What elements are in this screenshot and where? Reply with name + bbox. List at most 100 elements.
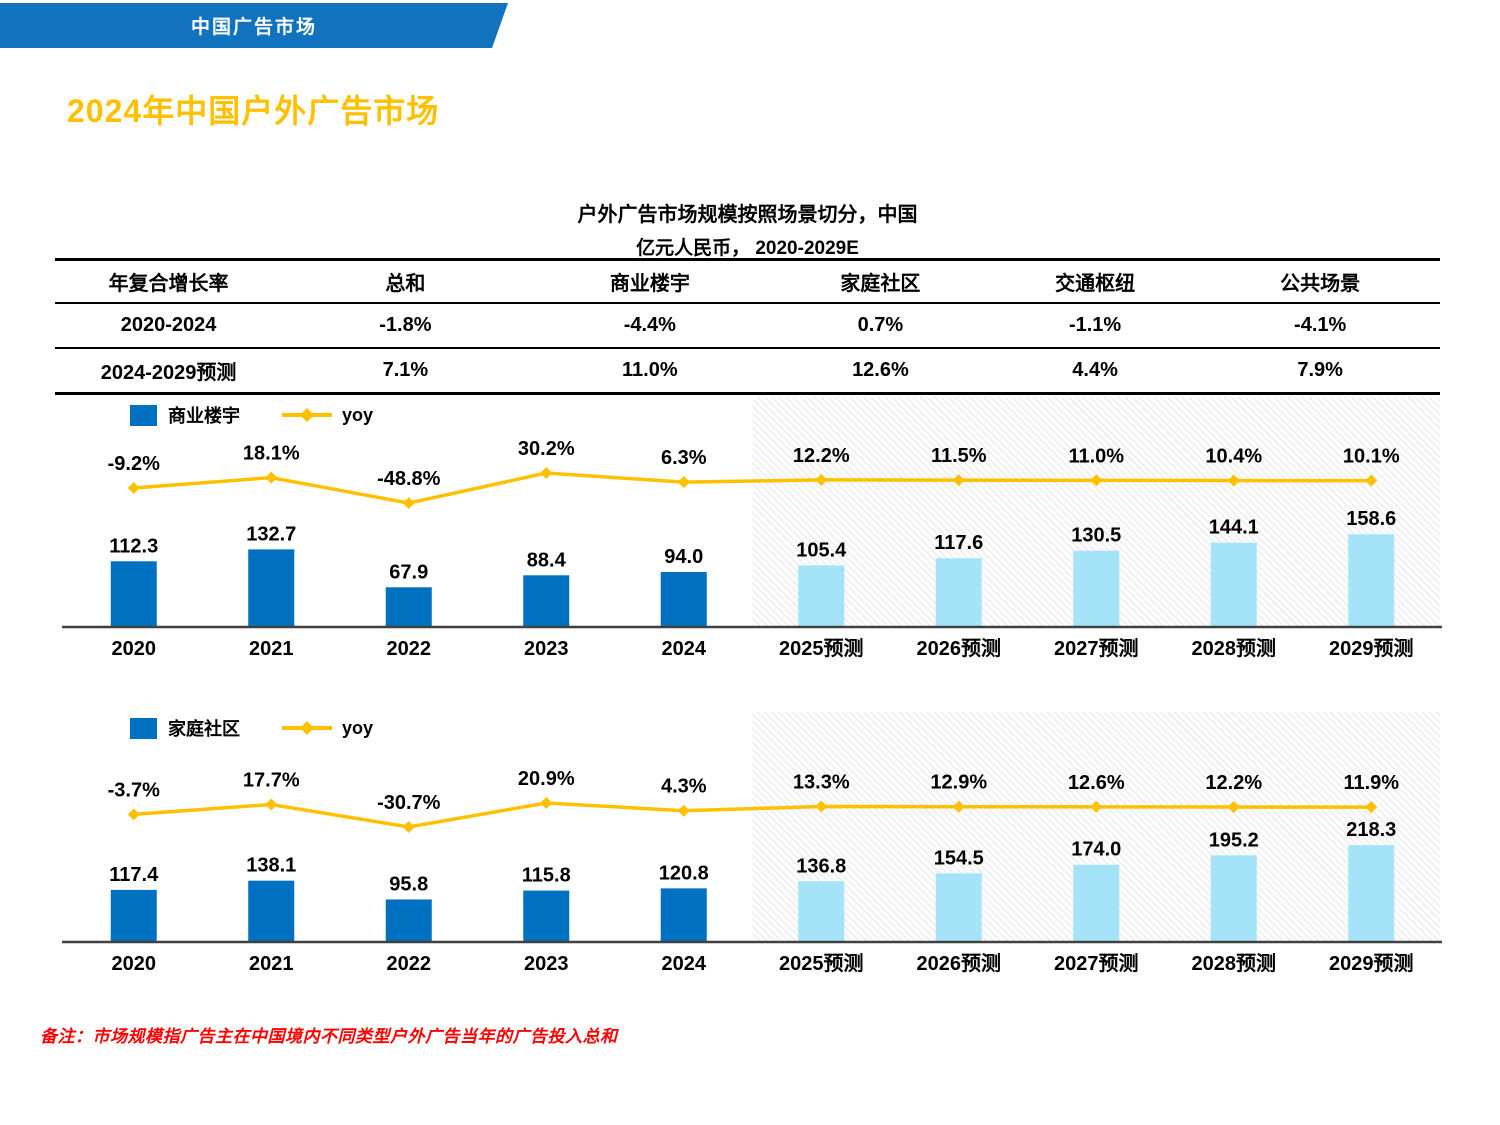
line-marker-icon [282, 721, 332, 735]
legend-line-label: yoy [342, 404, 374, 425]
table-cell: 4.4% [1072, 359, 1118, 381]
yoy-value-label: -30.7% [377, 792, 441, 814]
bar-value-label: 195.2 [1209, 829, 1259, 851]
bar-value-label: 117.4 [109, 864, 159, 886]
x-axis-label: 2022 [387, 953, 432, 975]
bar-2025预测 [798, 565, 845, 627]
bar-2021 [248, 549, 295, 627]
row-label: 2020-2024 [120, 314, 217, 336]
table-cell: 11.0% [622, 359, 678, 381]
bar-value-label: 144.1 [1209, 517, 1259, 539]
residential-community-chart: 117.4 138.1 95.8 115.8 120.8 136.8 154.5 174.0 1… [62, 712, 1442, 975]
table-cell: 7.1% [382, 359, 429, 381]
bar-value-label: 95.8 [389, 873, 428, 895]
x-axis-label: 2020 [112, 638, 157, 660]
page-title: 2024年中国户外广告市场 [67, 93, 440, 129]
yoy-value-label: 11.5% [931, 445, 987, 467]
col-header: 总和 [385, 273, 426, 295]
bar-2025预测 [798, 881, 845, 942]
yoy-value-label: 18.1% [243, 443, 300, 465]
x-axis-label: 2028预测 [1192, 952, 1277, 975]
bar-2023 [523, 890, 570, 942]
bar-value-label: 174.0 [1071, 839, 1121, 861]
bar-value-label: 105.4 [796, 539, 847, 561]
bar-2027预测 [1073, 864, 1120, 942]
x-axis-label: 2024 [662, 638, 707, 660]
line-marker-icon [265, 471, 278, 484]
bar-2022 [385, 899, 432, 942]
yoy-line [133, 471, 1372, 505]
col-header: 家庭社区 [840, 273, 921, 295]
yoy-line [133, 801, 1372, 829]
bar-value-label: 154.5 [934, 847, 984, 869]
legend-commercial-buildings: 商业楼宇 yoy [130, 402, 373, 428]
bar-value-label: 120.8 [659, 862, 709, 884]
row-label: 2024-2029预测 [100, 362, 237, 384]
bar-2024 [660, 572, 707, 627]
commercial-buildings-chart: 112.3 132.7 67.9 88.4 94.0 105.4 117.6 130.5 144… [62, 397, 1442, 660]
footnote: 备注：市场规模指广告主在中国境内不同类型户外广告当年的广告投入总和 [40, 1027, 618, 1046]
bar-value-label: 115.8 [522, 865, 571, 887]
bar-value-label: 218.3 [1346, 819, 1396, 841]
line-marker-icon [282, 408, 332, 422]
x-axis-label: 2024 [662, 953, 707, 975]
bar-2020 [110, 889, 157, 942]
legend-residential-community: 家庭社区 yoy [130, 715, 373, 741]
table-cell: -4.1% [1294, 314, 1347, 336]
yoy-value-label: 6.3% [661, 447, 707, 469]
bar-2028预测 [1210, 542, 1257, 627]
x-axis-label: 2027预测 [1054, 637, 1139, 660]
yoy-value-label: 12.9% [930, 772, 987, 794]
line-marker-icon [402, 497, 415, 510]
x-axis-label: 2023 [524, 953, 569, 975]
yoy-value-label: 4.3% [661, 776, 707, 798]
line-marker-icon [127, 808, 140, 821]
bar-2027预测 [1073, 550, 1120, 627]
line-marker-icon [677, 804, 690, 817]
chart-title: 户外广告市场规模按照场景切分，中国 [577, 204, 918, 226]
x-axis-label: 2021 [249, 638, 294, 660]
table-row: 2020-2024 -1.8% -4.4% 0.7% -1.1% -4.1% [55, 304, 1440, 349]
bar-value-label: 112.3 [109, 535, 158, 557]
x-axis-label: 2026预测 [917, 952, 1002, 975]
table-row: 2024-2029预测 7.1% 11.0% 12.6% 4.4% 7.9% [55, 349, 1440, 392]
yoy-value-label: -3.7% [108, 779, 160, 801]
yoy-value-label: 11.0% [1068, 445, 1124, 467]
x-axis-label: 2021 [249, 953, 294, 975]
section-banner-label: 中国广告市场 [190, 17, 317, 38]
bar-swatch-icon [130, 404, 157, 426]
bar-value-label: 130.5 [1071, 525, 1121, 547]
table-cell: 12.6% [852, 359, 909, 381]
line-marker-icon [677, 476, 690, 489]
table-cell: -1.1% [1068, 314, 1122, 336]
chart-header: 户外广告市场规模按照场景切分，中国 亿元人民币， 2020-2029E [55, 198, 1440, 260]
x-axis-label: 2026预测 [917, 637, 1002, 660]
yoy-value-label: 12.2% [793, 445, 850, 467]
col-header: 公共场景 [1280, 273, 1361, 295]
bar-2029预测 [1348, 534, 1395, 627]
line-marker-icon [1227, 801, 1240, 814]
line-marker-icon [815, 800, 828, 813]
x-axis-label: 2027预测 [1054, 952, 1139, 975]
table-cell: 7.9% [1297, 359, 1343, 381]
line-marker-icon [1227, 474, 1240, 487]
yoy-value-label: 20.9% [518, 768, 575, 790]
x-axis-label: 2020 [112, 953, 157, 975]
col-header: 商业楼宇 [609, 273, 690, 295]
bar-2028预测 [1210, 855, 1257, 942]
line-marker-icon [952, 474, 965, 487]
table-cell: 0.7% [857, 314, 904, 336]
yoy-value-label: 17.7% [243, 769, 300, 791]
bar-value-label: 158.6 [1346, 508, 1396, 530]
line-marker-icon [1365, 474, 1378, 487]
yoy-value-label: 10.4% [1205, 446, 1262, 468]
yoy-value-label: -48.8% [377, 468, 441, 490]
line-marker-icon [540, 467, 553, 480]
chart-subtitle: 亿元人民币， 2020-2029E [636, 238, 859, 259]
legend-bar-label: 家庭社区 [168, 719, 240, 739]
line-marker-icon [127, 481, 140, 494]
x-axis-label: 2025预测 [779, 637, 864, 660]
bar-value-label: 88.4 [527, 549, 567, 571]
yoy-value-label: 13.3% [793, 772, 850, 794]
line-marker-icon [1090, 800, 1103, 813]
